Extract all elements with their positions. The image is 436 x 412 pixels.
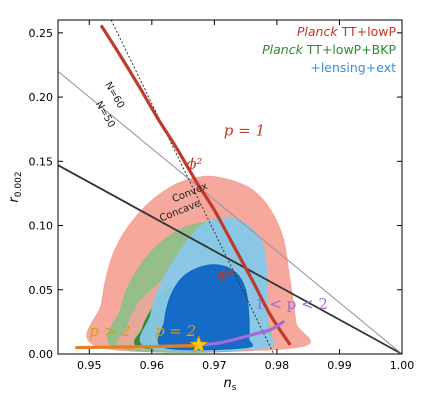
- x-tick-label: 0.97: [202, 359, 227, 372]
- ticks-layer: 0.95 0.96 0.97 0.98 0.99 1.00 0.00 0.05 0.10 0.15…: [29, 20, 415, 372]
- annotation-8: p = 2: [155, 322, 196, 340]
- x-tick-label: 0.96: [140, 359, 165, 372]
- y-axis-label: r0.002: [7, 171, 24, 202]
- contours-layer: [86, 175, 311, 353]
- y-tick-label: 0.25: [29, 27, 54, 40]
- annotation-9: 1 < p < 2: [255, 295, 328, 313]
- y-axis-label-main: r: [7, 196, 22, 203]
- contour-5: [157, 264, 254, 351]
- legend: Planck TT+lowP Planck TT+lowP+BKP +lensing…: [262, 24, 396, 75]
- annotation-7: p > 2: [89, 322, 130, 340]
- annotation-2: p = 1: [224, 122, 265, 140]
- x-tick-label: 0.99: [327, 359, 352, 372]
- x-tick-label: 1.00: [390, 359, 415, 372]
- legend-entry-2: +lensing+ext: [310, 60, 396, 75]
- x-tick-label: 0.98: [265, 359, 290, 372]
- annotation-3: ϕ²: [186, 155, 202, 173]
- phi2-curve: [100, 24, 292, 346]
- y-tick-label: 0.00: [29, 348, 54, 361]
- purple-curve: [197, 320, 285, 347]
- y-tick-label: 0.20: [29, 91, 54, 104]
- x-axis-label-sub: s: [232, 383, 237, 393]
- n50-dotted-line: [110, 20, 275, 354]
- y-axis-label-sub: 0.002: [14, 171, 24, 197]
- p1-grey-line: [58, 70, 402, 354]
- y-tick-label: 0.15: [29, 155, 54, 168]
- legend-entry-1: Planck TT+lowP+BKP: [262, 42, 396, 57]
- x-tick-label: 0.95: [77, 359, 102, 372]
- y-tick-label: 0.05: [29, 284, 54, 297]
- lines-layer: [58, 20, 402, 354]
- plot-frame: [57, 19, 403, 355]
- convex-concave-boundary: [58, 164, 402, 354]
- annotation-4: ϕ⁴: [217, 265, 233, 283]
- star-marker: [189, 335, 209, 353]
- y-tick-label: 0.10: [29, 220, 54, 233]
- x-axis-label: ns: [224, 376, 237, 393]
- x-axis-label-main: n: [224, 376, 232, 391]
- legend-entry-0: Planck TT+lowP: [297, 24, 397, 39]
